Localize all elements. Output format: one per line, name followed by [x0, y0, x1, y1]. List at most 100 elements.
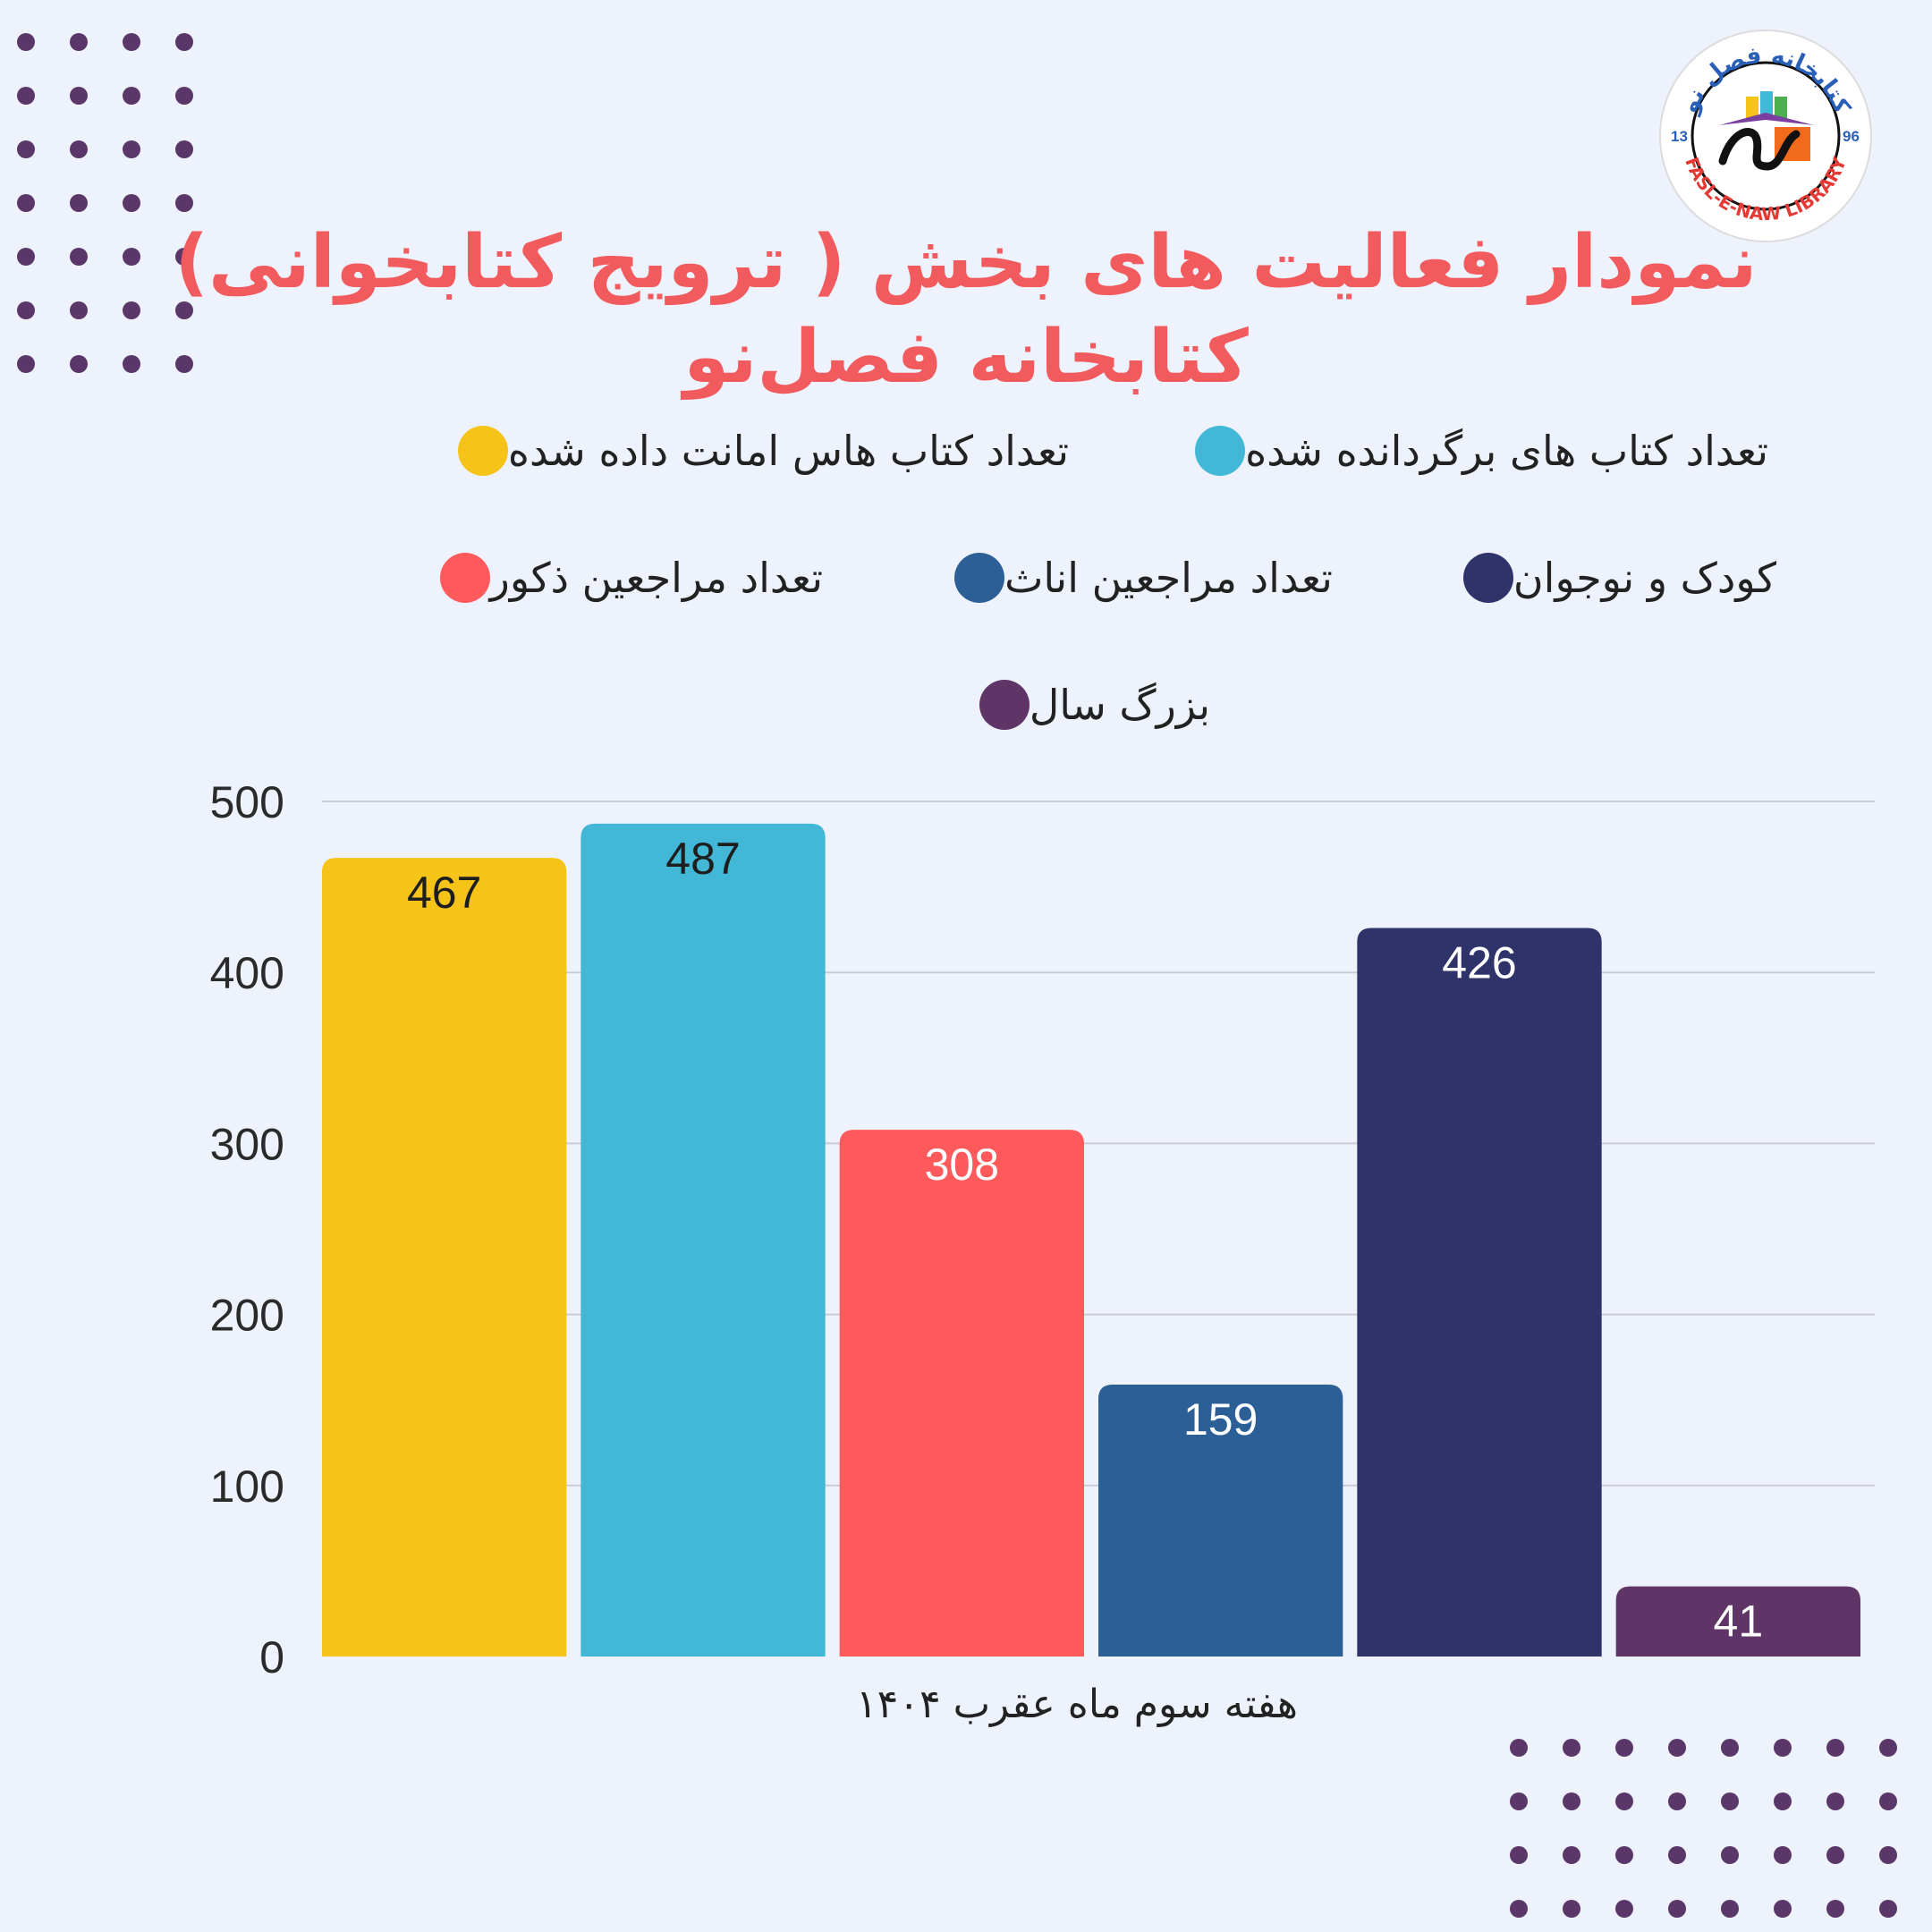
decorative-dot — [1774, 1739, 1792, 1757]
decorative-dot — [123, 248, 140, 266]
bar-value-label: 41 — [1714, 1597, 1764, 1647]
bar-value-label: 487 — [665, 834, 740, 884]
legend-item: تعداد کتاب هاس امانت داده شده — [435, 426, 1069, 476]
bar-value-label: 159 — [1183, 1394, 1258, 1445]
decorative-dots-top-left — [17, 33, 193, 373]
decorative-dot — [1563, 1846, 1580, 1864]
logo-year-left: 13 — [1671, 128, 1688, 145]
decorative-dot — [175, 87, 193, 105]
decorative-dot — [175, 33, 193, 51]
legend-item: کودک و نوجوان — [1440, 553, 1776, 603]
legend-label: تعداد کتاب هاس امانت داده شده — [507, 427, 1069, 475]
library-logo: کتابخانه فصل نو FASL-E-NAW LIBRARY 13 96 — [1657, 27, 1876, 246]
decorative-dot — [1563, 1739, 1580, 1757]
decorative-dot — [1510, 1739, 1528, 1757]
decorative-dot — [1774, 1846, 1792, 1864]
decorative-dot — [1721, 1846, 1739, 1864]
decorative-dot — [1615, 1846, 1633, 1864]
decorative-dot — [123, 301, 140, 319]
decorative-dot — [70, 355, 88, 373]
decorative-dot — [17, 301, 35, 319]
decorative-dot — [1510, 1792, 1528, 1810]
decorative-dot — [1510, 1846, 1528, 1864]
logo-year-right: 96 — [1843, 128, 1860, 145]
legend-item: تعداد کتاب های برگردانده شده — [1172, 426, 1768, 476]
legend-swatch — [439, 553, 490, 603]
decorative-dot — [1563, 1900, 1580, 1918]
decorative-dot — [1668, 1792, 1686, 1810]
decorative-dot — [1774, 1900, 1792, 1918]
legend-item: بزرگ سال — [956, 680, 1210, 730]
decorative-dots-bottom-right — [1510, 1739, 1897, 1918]
decorative-dot — [123, 33, 140, 51]
decorative-dot — [1826, 1900, 1844, 1918]
decorative-dot — [17, 194, 35, 212]
decorative-dot — [1826, 1739, 1844, 1757]
legend-swatch — [954, 553, 1005, 603]
decorative-dot — [1879, 1739, 1897, 1757]
bar — [580, 823, 826, 1657]
decorative-dot — [70, 194, 88, 212]
decorative-dot — [175, 355, 193, 373]
decorative-dot — [17, 87, 35, 105]
decorative-dot — [70, 33, 88, 51]
bar-value-label: 467 — [407, 868, 481, 918]
decorative-dot — [175, 248, 193, 266]
bar — [322, 858, 567, 1657]
decorative-dot — [1721, 1792, 1739, 1810]
decorative-dot — [175, 301, 193, 319]
decorative-dot — [175, 140, 193, 158]
decorative-dot — [1510, 1900, 1528, 1918]
legend-label: تعداد کتاب های برگردانده شده — [1245, 427, 1768, 475]
legend-item: تعداد مراجعین اناث — [931, 553, 1333, 603]
decorative-dot — [1615, 1739, 1633, 1757]
bar — [1615, 1586, 1860, 1657]
decorative-dot — [1615, 1900, 1633, 1918]
decorative-dot — [1879, 1900, 1897, 1918]
decorative-dot — [17, 355, 35, 373]
decorative-dot — [70, 248, 88, 266]
bar-value-label: 426 — [1442, 937, 1516, 987]
legend-label: تعداد مراجعین ذکور — [489, 554, 823, 602]
decorative-dot — [1721, 1739, 1739, 1757]
decorative-dot — [1774, 1792, 1792, 1810]
decorative-dot — [123, 194, 140, 212]
y-tick-label: 200 — [210, 1291, 284, 1341]
decorative-dot — [17, 140, 35, 158]
logo-books-icon — [1718, 91, 1814, 171]
y-tick-label: 500 — [210, 777, 284, 827]
decorative-dot — [70, 140, 88, 158]
decorative-dot — [1879, 1792, 1897, 1810]
legend-swatch — [1195, 426, 1246, 476]
legend-swatch — [1462, 553, 1513, 603]
x-category-label: هفته سوم ماه عقرب ۱۴۰۴ — [856, 1682, 1298, 1727]
decorative-dot — [1668, 1739, 1686, 1757]
legend-label: کودک و نوجوان — [1513, 554, 1776, 602]
legend-item: تعداد مراجعین ذکور — [417, 553, 823, 603]
y-tick-label: 400 — [210, 948, 284, 998]
decorative-dot — [70, 301, 88, 319]
bar — [839, 1130, 1084, 1657]
decorative-dot — [1615, 1792, 1633, 1810]
decorative-dot — [1721, 1900, 1739, 1918]
y-tick-label: 300 — [210, 1119, 284, 1169]
chart-title-line-2: کتابخانه فصل‌نو — [683, 315, 1249, 400]
decorative-dot — [1826, 1846, 1844, 1864]
decorative-dot — [123, 87, 140, 105]
legend-swatch — [457, 426, 508, 476]
y-tick-label: 0 — [259, 1632, 284, 1682]
legend-label: تعداد مراجعین اناث — [1004, 554, 1333, 602]
legend-swatch — [979, 680, 1030, 730]
decorative-dot — [175, 194, 193, 212]
decorative-dot — [70, 87, 88, 105]
decorative-dot — [123, 140, 140, 158]
decorative-dot — [1826, 1792, 1844, 1810]
decorative-dot — [1668, 1900, 1686, 1918]
decorative-dot — [17, 33, 35, 51]
bar-value-label: 308 — [925, 1140, 999, 1190]
bar — [1357, 928, 1602, 1657]
bar — [1098, 1384, 1343, 1657]
decorative-dot — [123, 355, 140, 373]
chart-title-line-1: نمودار فعالیت های بخش ( ترویج کتابخوانی) — [174, 220, 1758, 305]
